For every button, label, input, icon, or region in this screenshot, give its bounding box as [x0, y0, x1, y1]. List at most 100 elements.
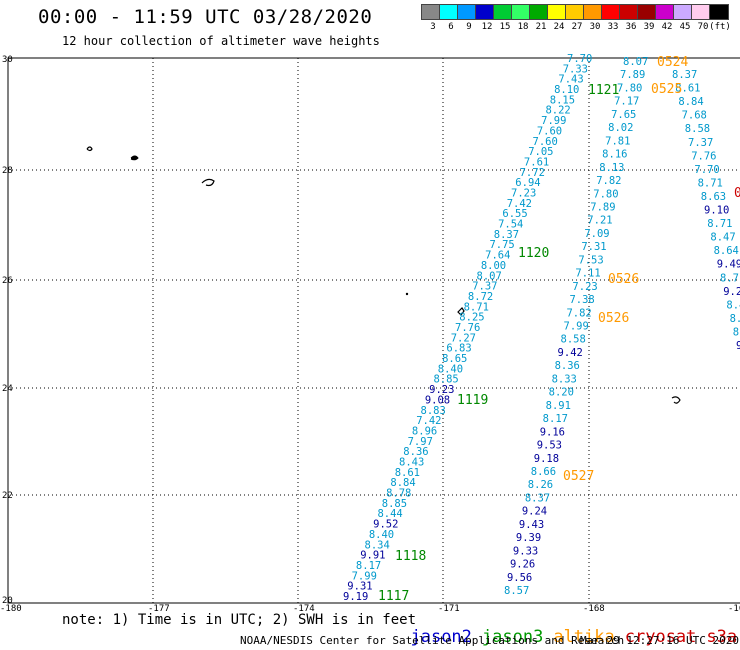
- wave-height-label: 7.33: [563, 63, 588, 75]
- wave-height-label: 8.33: [552, 373, 577, 385]
- wave-height-label: 8.40: [369, 529, 394, 541]
- wave-height-label: 6.94: [515, 177, 540, 189]
- island-shape: [671, 396, 681, 404]
- generated-timestamp: Mar 29 12:27:16 UTC 2020: [580, 634, 739, 647]
- wave-height-label: 8.43: [399, 457, 424, 469]
- wave-height-label: 8.57: [504, 585, 529, 597]
- scale-label: 3: [430, 22, 436, 32]
- lon-tick-label: -180: [0, 604, 22, 614]
- wave-height-label: 9.49: [717, 259, 740, 271]
- pass-time-label: 0527: [563, 469, 594, 484]
- scale-label: 27: [571, 22, 583, 32]
- lon-tick-label: -168: [583, 604, 605, 614]
- wave-height-label: 9.08: [425, 394, 450, 406]
- lat-tick-label: 24: [2, 384, 13, 394]
- scale-swatch: [601, 4, 621, 20]
- scale-swatch: [583, 4, 603, 20]
- wave-height-label: 7.99: [352, 570, 377, 582]
- island-shape: [86, 146, 93, 152]
- wave-height-label: 8.84: [678, 96, 703, 108]
- wave-height-label: 7.31: [581, 241, 606, 253]
- wave-height-label: 8.85: [433, 374, 458, 386]
- wave-height-label: 8.17: [543, 413, 568, 425]
- wave-height-label: 7.75: [489, 239, 514, 251]
- wave-height-label: 7.97: [408, 436, 433, 448]
- scale-swatch: [709, 4, 729, 20]
- wave-height-label: 7.43: [558, 74, 583, 86]
- wave-height-label: 8.20: [549, 387, 574, 399]
- scale-swatch: [619, 4, 639, 20]
- wave-height-label: 9.2: [723, 286, 740, 298]
- wave-height-label: 9.31: [347, 581, 372, 593]
- pass-time-label: 1118: [395, 549, 426, 564]
- wave-height-label: 8.34: [365, 539, 390, 551]
- scale-label: 30: [589, 22, 601, 32]
- wave-height-label: 7.42: [416, 415, 441, 427]
- wave-height-label: 7.70: [694, 164, 719, 176]
- wave-height-label: 7.23: [511, 188, 536, 200]
- lon-tick-label: -177: [148, 604, 170, 614]
- pass-time-label: 1119: [457, 393, 488, 408]
- map-subtitle: 12 hour collection of altimeter wave hei…: [62, 34, 380, 48]
- scale-swatch: [565, 4, 585, 20]
- wave-height-label: 8.83: [421, 405, 446, 417]
- scale-label: 18: [517, 22, 529, 32]
- footnote: note: 1) Time is in UTC; 2) SWH is in fe…: [62, 612, 417, 628]
- scale-label: 33: [607, 22, 619, 32]
- pass-time-label: 0: [734, 186, 740, 201]
- satellite-track-c: 8.378.618.847.688.587.377.767.708.718.63…: [672, 69, 740, 352]
- wave-height-label: 9.52: [373, 519, 398, 531]
- wave-height-label: 8.78: [386, 488, 411, 500]
- wave-height-label: 9.16: [540, 426, 565, 438]
- scale-label: 15: [499, 22, 511, 32]
- wave-height-label: 6.55: [502, 208, 527, 220]
- wave-height-label: 7.37: [688, 137, 713, 149]
- scale-swatch: [421, 4, 441, 20]
- wave-height-label: 8.26: [528, 479, 553, 491]
- wave-height-label: 7.89: [620, 69, 645, 81]
- island-shape: [457, 307, 465, 316]
- wave-height-label: 8.13: [599, 162, 624, 174]
- wave-height-label: 9.56: [507, 572, 532, 584]
- scale-label: 45: [679, 22, 691, 32]
- scale-label: 9: [466, 22, 472, 32]
- wave-height-label: 9: [736, 340, 740, 352]
- wave-height-label: 7.70: [567, 53, 592, 65]
- scale-swatch: [691, 4, 711, 20]
- axis-tick-labels: -180 -177 -174 -171 -168 -16 30 28 26 24 22 20: [0, 55, 740, 614]
- pass-time-label: 1117: [378, 589, 409, 604]
- wave-height-label: 8.: [733, 326, 740, 338]
- scale-label: 24: [553, 22, 565, 32]
- scale-swatch: [475, 4, 495, 20]
- coastline-islands: [86, 146, 681, 404]
- wave-height-label: 8.02: [608, 122, 633, 134]
- wave-height-label: 8.71: [707, 218, 732, 230]
- wave-height-label: 8.37: [494, 229, 519, 241]
- map-grid: [7, 57, 740, 604]
- lat-tick-label: 22: [2, 491, 13, 501]
- wave-height-label: 7.99: [541, 115, 566, 127]
- wave-height-label: 9.53: [537, 440, 562, 452]
- island-shape: [130, 155, 139, 161]
- wave-height-label: 7.54: [498, 219, 523, 231]
- wave-height-label: 8.07: [623, 56, 648, 68]
- satellite-track-a: 9.199.317.998.179.918.348.409.528.448.85…: [343, 53, 592, 603]
- scale-swatch: [457, 4, 477, 20]
- wave-height-label: 8.61: [675, 83, 700, 95]
- wave-height-label: 7.38: [569, 294, 594, 306]
- wave-height-label: 8.72: [468, 291, 493, 303]
- scale-label: 12: [481, 22, 493, 32]
- wave-height-label: 7.65: [611, 109, 636, 121]
- wave-height-label: 7.53: [578, 254, 603, 266]
- lat-tick-label: 20: [2, 596, 13, 606]
- wave-height-label: 8.7: [720, 272, 739, 284]
- wave-height-label: 9.24: [522, 506, 547, 518]
- wave-height-label: 8.10: [554, 84, 579, 96]
- wave-height-label: 8.61: [395, 467, 420, 479]
- scale-label: 42: [661, 22, 673, 32]
- wave-height-label: 7.37: [472, 281, 497, 293]
- wave-height-label: 9.91: [360, 550, 385, 562]
- wave-height-label: 9.10: [704, 205, 729, 217]
- wave-height-label: 7.80: [593, 188, 618, 200]
- map-frame: [7, 57, 740, 604]
